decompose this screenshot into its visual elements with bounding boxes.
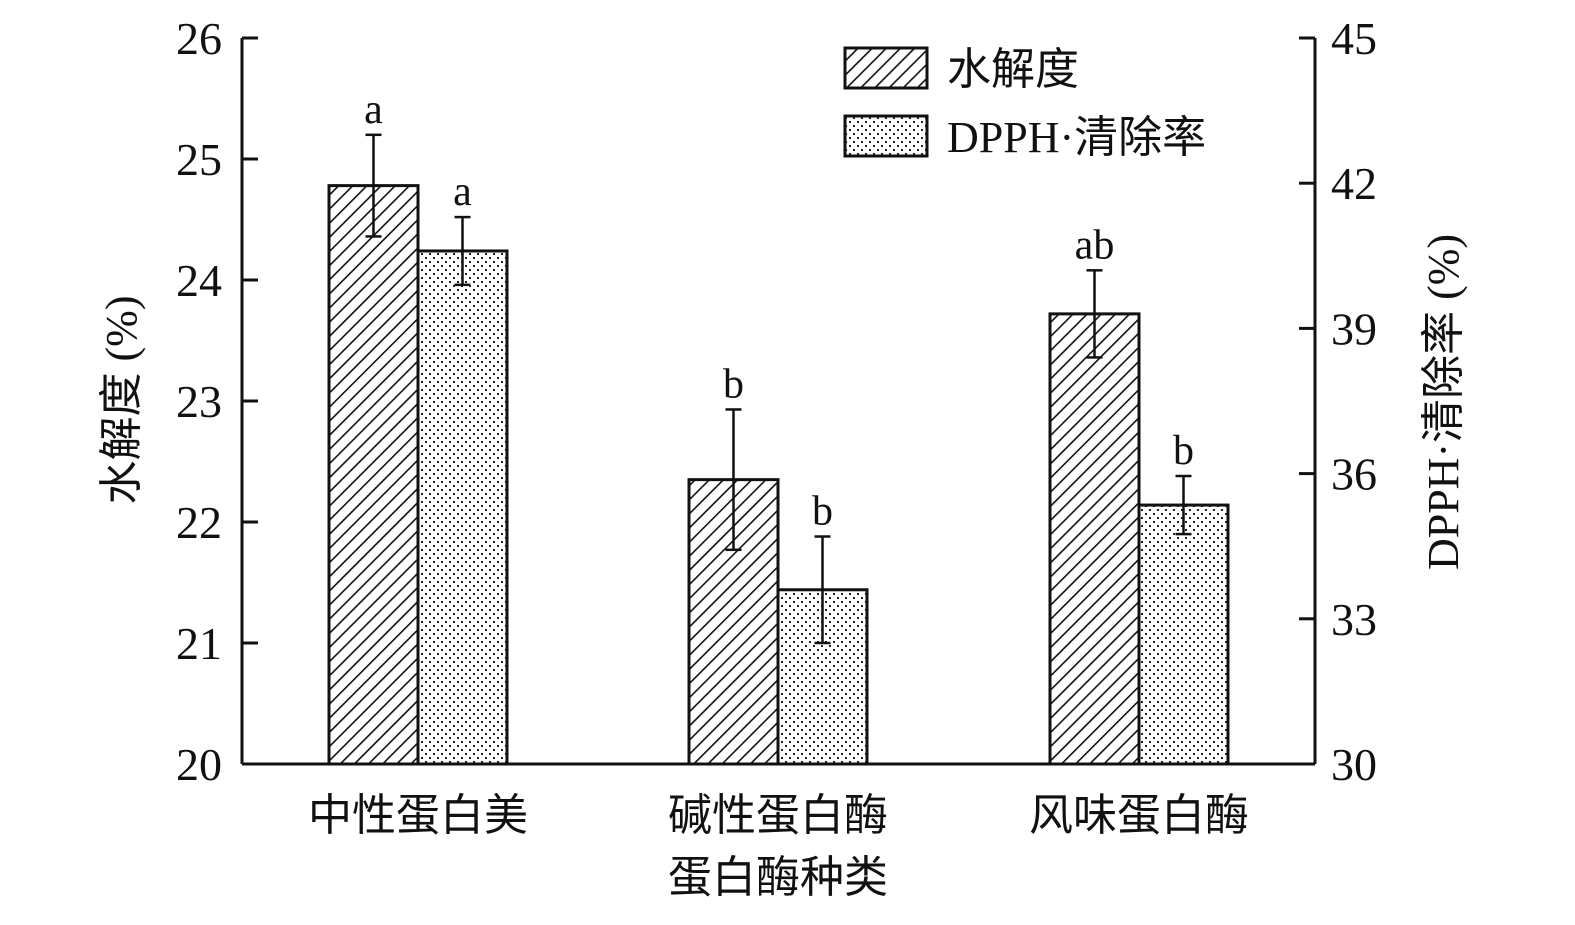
y-left-tick-label: 20 [176, 739, 222, 790]
bar-hydrolysis-3 [1048, 312, 1141, 766]
y-right-tick-label: 39 [1331, 303, 1377, 354]
y-left-tick-label: 23 [176, 376, 222, 427]
legend-swatch-dpph [843, 114, 929, 158]
x-category-label: 碱性蛋白酶 [668, 791, 888, 840]
y-right-tick-label: 42 [1331, 158, 1377, 209]
y-right-tick-label: 33 [1331, 594, 1377, 645]
y-left-tick-label: 21 [176, 618, 222, 669]
legend-swatch-hydrolysis [843, 46, 929, 90]
y-left-axis-title: 水解度 (%) [97, 296, 146, 505]
x-axis-title: 蛋白酶种类 [668, 853, 888, 902]
y-left-tick-label: 24 [176, 255, 222, 306]
y-right-axis-title: DPPH·清除率 (%) [1419, 234, 1468, 570]
y-left-tick-label: 26 [176, 13, 222, 64]
y-left-tick-label: 25 [176, 134, 222, 185]
bar-dpph-3 [1137, 503, 1230, 766]
y-left-tick-label: 22 [176, 497, 222, 548]
y-right-tick-label: 30 [1331, 739, 1377, 790]
x-category-label: 中性蛋白美 [308, 791, 528, 840]
y-right-tick-label: 45 [1331, 13, 1377, 64]
legend-label-dpph: DPPH·清除率 [947, 113, 1206, 162]
significance-label: b [812, 489, 833, 535]
x-category-label: 风味蛋白酶 [1029, 791, 1249, 840]
bar-dpph-1 [416, 249, 509, 766]
significance-label: ab [1075, 222, 1115, 268]
significance-label: b [723, 361, 744, 407]
bar-hydrolysis-1 [327, 184, 420, 766]
significance-label: b [1173, 428, 1194, 474]
y-right-tick-label: 36 [1331, 449, 1377, 500]
significance-label: a [364, 87, 383, 133]
legend-label-hydrolysis: 水解度 [947, 45, 1079, 94]
significance-label: a [453, 169, 472, 215]
legend: 水解度 DPPH·清除率 [843, 45, 1206, 162]
